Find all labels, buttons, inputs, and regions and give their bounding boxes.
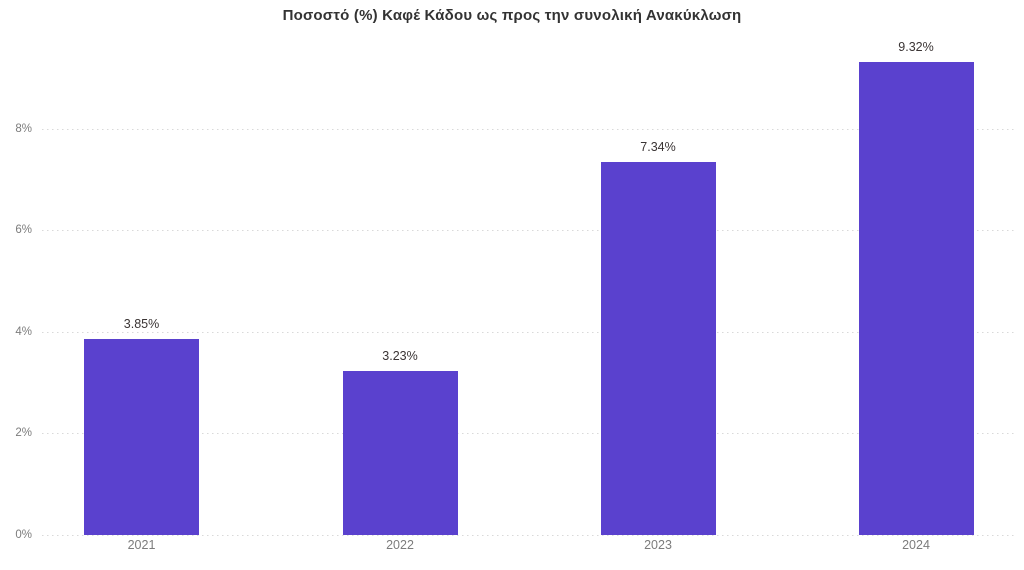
x-axis-tick-label: 2022 <box>386 538 414 552</box>
gridline <box>42 433 1014 435</box>
bar <box>84 339 199 535</box>
x-axis-tick-label: 2021 <box>127 538 156 552</box>
y-axis-tick-label: 2% <box>15 427 32 440</box>
gridline <box>42 535 1014 536</box>
x-axis-tick-label: 2023 <box>644 538 672 552</box>
gridline <box>42 331 1014 333</box>
bar <box>342 370 458 535</box>
y-axis-tick-label: 0% <box>15 529 32 541</box>
y-axis-tick-label: 4% <box>15 325 32 338</box>
bar <box>858 61 974 535</box>
bar-value-label: 9.32% <box>898 39 934 54</box>
gridline <box>42 128 1014 130</box>
bar <box>600 162 716 535</box>
y-axis-tick-label: 8% <box>15 122 32 135</box>
x-axis-tick-label: 2024 <box>902 538 930 552</box>
bar-value-label: 3.85% <box>123 317 160 332</box>
y-axis-tick-label: 6% <box>15 224 32 237</box>
bar-value-label: 3.23% <box>382 348 418 363</box>
chart-title: Ποσοστό (%) Καφέ Κάδου ως προς την συνολ… <box>282 7 742 24</box>
gridline <box>42 230 1014 232</box>
bar-value-label: 7.34% <box>640 140 676 155</box>
